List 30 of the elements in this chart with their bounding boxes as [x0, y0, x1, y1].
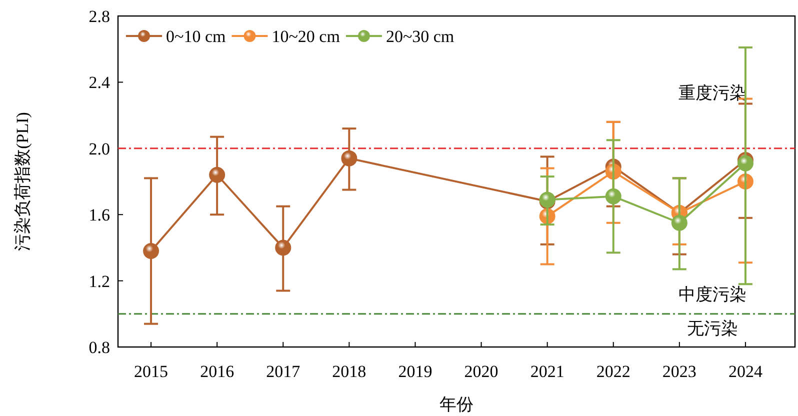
point — [605, 188, 622, 204]
y-tick-label: 2.8 — [88, 7, 110, 26]
y-tick-label: 2.0 — [88, 139, 110, 158]
x-tick-label: 2015 — [134, 362, 168, 381]
point — [341, 150, 358, 166]
point — [737, 155, 754, 172]
y-tick-label: 1.6 — [88, 206, 110, 225]
annotation: 无污染 — [686, 318, 738, 338]
ref-line-label: 中度污染 — [678, 284, 746, 304]
y-tick-label: 2.4 — [88, 73, 110, 92]
x-tick-label: 2024 — [728, 362, 763, 381]
x-tick-label: 2021 — [530, 362, 564, 381]
x-tick-label: 2022 — [596, 362, 630, 381]
y-axis-title: 污染负荷指数(PLI) — [13, 112, 32, 251]
x-tick-label: 2019 — [398, 362, 432, 381]
y-tick-label: 1.2 — [88, 272, 110, 291]
legend-label: 20~30 cm — [386, 27, 454, 46]
x-tick-label: 2017 — [266, 362, 301, 381]
point — [275, 240, 292, 256]
x-tick-label: 2018 — [332, 362, 366, 381]
point — [143, 243, 160, 260]
x-tick-label: 2020 — [464, 362, 498, 381]
point — [209, 166, 226, 183]
x-axis-title: 年份 — [440, 395, 474, 414]
x-tick-label: 2023 — [662, 362, 696, 381]
x-tick-label: 2016 — [200, 362, 234, 381]
point — [671, 214, 688, 231]
legend-label: 0~10 cm — [166, 27, 226, 46]
legend-label: 10~20 cm — [272, 27, 340, 46]
y-tick-label: 0.8 — [88, 338, 110, 357]
